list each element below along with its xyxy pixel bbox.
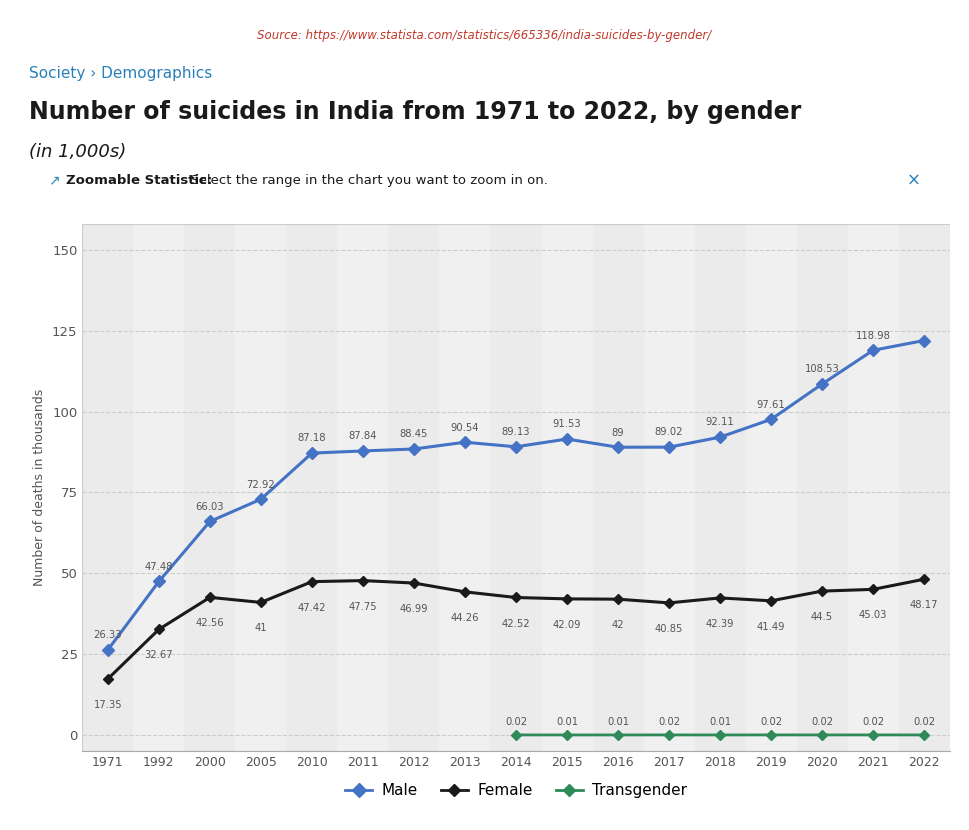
Text: 88.45: 88.45: [400, 429, 428, 439]
Text: Source: https://www.statista.com/statistics/665336/india-suicides-by-gender/: Source: https://www.statista.com/statist…: [258, 29, 711, 42]
Text: Zoomable Statistic:: Zoomable Statistic:: [66, 174, 212, 187]
Text: 87.84: 87.84: [349, 432, 377, 442]
Text: 89.02: 89.02: [655, 427, 683, 437]
Legend: Male, Female, Transgender: Male, Female, Transgender: [338, 777, 694, 804]
Bar: [82, 224, 134, 751]
Bar: [440, 224, 490, 751]
Text: 41: 41: [255, 623, 267, 633]
Text: 0.02: 0.02: [658, 717, 680, 727]
Text: 89.13: 89.13: [502, 427, 530, 437]
Text: ×: ×: [906, 172, 921, 189]
Text: 0.02: 0.02: [811, 717, 833, 727]
Text: 0.02: 0.02: [913, 717, 935, 727]
Text: 91.53: 91.53: [552, 419, 581, 429]
Bar: [337, 224, 389, 751]
Y-axis label: Number of deaths in thousands: Number of deaths in thousands: [34, 389, 47, 586]
Bar: [490, 224, 542, 751]
Text: 47.48: 47.48: [144, 562, 173, 572]
Bar: [797, 224, 848, 751]
Text: 89: 89: [611, 427, 624, 437]
Text: 108.53: 108.53: [804, 364, 839, 374]
Text: 41.49: 41.49: [757, 622, 785, 632]
Text: 0.01: 0.01: [607, 717, 629, 727]
Bar: [389, 224, 440, 751]
Bar: [184, 224, 235, 751]
Bar: [235, 224, 287, 751]
Text: 44.5: 44.5: [811, 612, 833, 622]
Text: 47.75: 47.75: [349, 602, 377, 612]
Text: 0.02: 0.02: [760, 717, 782, 727]
Text: 118.98: 118.98: [856, 330, 891, 340]
Text: 0.01: 0.01: [556, 717, 578, 727]
Bar: [745, 224, 797, 751]
Text: 40.85: 40.85: [655, 624, 683, 634]
Text: 45.03: 45.03: [859, 610, 888, 620]
Text: 72.92: 72.92: [246, 480, 275, 490]
Text: Select the range in the chart you want to zoom in on.: Select the range in the chart you want t…: [186, 174, 547, 187]
Text: 0.01: 0.01: [709, 717, 732, 727]
Text: 42.39: 42.39: [705, 619, 735, 629]
Text: 26.33: 26.33: [94, 630, 122, 640]
Bar: [542, 224, 592, 751]
Text: 48.17: 48.17: [910, 600, 938, 610]
Bar: [287, 224, 337, 751]
Bar: [592, 224, 643, 751]
Text: 42.56: 42.56: [196, 618, 224, 628]
Text: Society › Demographics: Society › Demographics: [29, 66, 212, 81]
Text: 17.35: 17.35: [94, 700, 122, 710]
Text: 47.42: 47.42: [297, 603, 327, 613]
Text: 97.61: 97.61: [757, 400, 786, 410]
Bar: [695, 224, 745, 751]
Text: 42: 42: [611, 620, 624, 630]
Text: 0.02: 0.02: [505, 717, 527, 727]
Text: 44.26: 44.26: [451, 613, 480, 622]
Text: 46.99: 46.99: [399, 604, 428, 614]
Text: 42.52: 42.52: [502, 618, 530, 628]
Text: 87.18: 87.18: [297, 433, 327, 443]
Text: 66.03: 66.03: [196, 502, 224, 512]
Bar: [643, 224, 695, 751]
Text: 90.54: 90.54: [451, 422, 480, 432]
Bar: [134, 224, 184, 751]
Bar: [848, 224, 898, 751]
Text: 42.09: 42.09: [552, 620, 581, 630]
Text: ↗: ↗: [47, 173, 59, 188]
Text: Number of suicides in India from 1971 to 2022, by gender: Number of suicides in India from 1971 to…: [29, 100, 801, 124]
Text: 0.02: 0.02: [862, 717, 884, 727]
Text: (in 1,000s): (in 1,000s): [29, 143, 126, 161]
Text: 32.67: 32.67: [144, 651, 173, 661]
Bar: [898, 224, 950, 751]
Text: 92.11: 92.11: [705, 417, 735, 427]
